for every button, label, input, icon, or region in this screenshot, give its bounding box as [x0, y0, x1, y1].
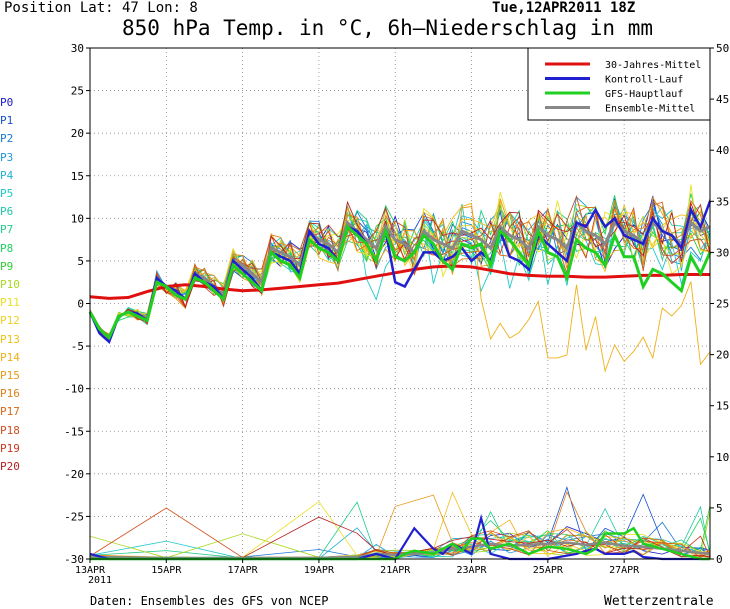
member-label-p5: P5: [0, 187, 14, 200]
y-left-tick-label: 30: [71, 42, 84, 55]
member-label-p1: P1: [0, 114, 14, 128]
member-precip-p13: [89, 491, 711, 559]
x-tick-label: 19APR: [304, 565, 335, 576]
member-precip-p20: [89, 516, 711, 559]
y-left-tick-label: 10: [71, 212, 84, 225]
y-right-tick-label: 25: [716, 298, 729, 311]
member-label-p11: P11: [0, 296, 20, 310]
x-tick-label: 15APR: [151, 565, 182, 576]
member-label-p6: P6: [0, 205, 14, 219]
run-datetime: Tue,12APR2011 18Z: [492, 0, 636, 16]
member-label-p13: P13: [0, 332, 20, 346]
x-tick-label: 13APR: [75, 565, 106, 576]
member-label-p7: P7: [0, 223, 14, 237]
member-label-p4: P4: [0, 168, 14, 182]
ensemble-mean-precip: [89, 541, 711, 560]
x-year-label: 2011: [88, 575, 112, 586]
y-left-tick-label: -10: [64, 383, 84, 396]
brand-label: Wetterzentrale: [604, 594, 714, 609]
y-right-tick-label: 35: [716, 195, 729, 208]
y-right-tick-label: 50: [716, 42, 729, 55]
legend: 30-Jahres-Mittel Kontroll-Lauf GFS-Hauptla…: [527, 47, 711, 121]
data-source: Daten: Ensembles des GFS von NCEP: [90, 594, 329, 608]
member-label-p19: P19: [0, 441, 20, 455]
y-right-tick-label: 15: [716, 400, 729, 413]
y-left-tick-label: 15: [71, 170, 84, 183]
y-right-tick-label: 0: [716, 553, 723, 566]
member-label-p14: P14: [0, 350, 20, 364]
main-run-precip: [90, 526, 710, 561]
y-left-tick-label: 25: [71, 85, 84, 98]
legend-label: GFS-Hauptlauf: [605, 89, 683, 100]
member-label-p16: P16: [0, 387, 20, 401]
y-left-tick-label: -5: [71, 340, 84, 353]
chart-title: 850 hPa Temp. in °C, 6h–Niederschlag in …: [122, 16, 654, 40]
axes: -30 -25 -20 -15 -10 -5 0 5 10 15 20 25 30 0 5 10 15 20 25 3…: [64, 42, 729, 586]
member-label-p10: P10: [0, 278, 20, 291]
y-right-tick-label: 20: [716, 349, 729, 362]
position-label: Position Lat: 47 Lon: 8: [4, 0, 198, 16]
x-tick-label: 17APR: [228, 565, 259, 576]
y-left-tick-label: 0: [77, 298, 84, 311]
member-line-p3: [89, 196, 711, 336]
legend-label: Kontroll-Lauf: [605, 75, 683, 86]
legend-label: Ensemble-Mittel: [605, 104, 695, 115]
member-label-p0: P0: [0, 96, 14, 109]
member-label-p12: P12: [0, 314, 20, 328]
member-label-p8: P8: [0, 241, 14, 255]
member-label-p2: P2: [0, 132, 14, 146]
y-left-tick-label: -30: [64, 553, 84, 566]
member-label-p9: P9: [0, 259, 14, 273]
member-label-p15: P15: [0, 369, 20, 382]
x-tick-label: 27APR: [609, 565, 640, 576]
member-precip-p11: [89, 501, 711, 559]
y-left-tick-label: 20: [71, 127, 84, 140]
member-precip-p16: [89, 490, 711, 559]
main-run-line: [88, 224, 712, 341]
x-tick-label: 21APR: [380, 565, 411, 576]
member-label-p18: P18: [0, 423, 20, 437]
y-left-tick-label: -15: [64, 425, 84, 438]
x-tick-label: 25APR: [533, 565, 564, 576]
y-right-tick-label: 40: [716, 144, 729, 157]
legend-label: 30-Jahres-Mittel: [605, 60, 701, 71]
y-left-tick-label: -20: [64, 468, 84, 481]
y-right-tick-label: 45: [716, 93, 729, 106]
x-tick-label: 23APR: [456, 565, 487, 576]
y-right-tick-label: 30: [716, 246, 729, 259]
y-left-tick-label: 5: [77, 255, 84, 268]
member-label-p17: P17: [0, 405, 20, 419]
highlight-lines: [88, 200, 712, 561]
member-label-p20: P20: [0, 460, 20, 473]
member-line-p0: [89, 195, 711, 341]
member-label-p3: P3: [0, 150, 14, 164]
y-left-tick-label: -25: [64, 510, 84, 523]
y-right-tick-label: 5: [716, 502, 723, 515]
precipitation-lines: [89, 485, 711, 560]
member-line-p18: [89, 195, 711, 342]
y-right-tick-label: 10: [716, 451, 729, 464]
